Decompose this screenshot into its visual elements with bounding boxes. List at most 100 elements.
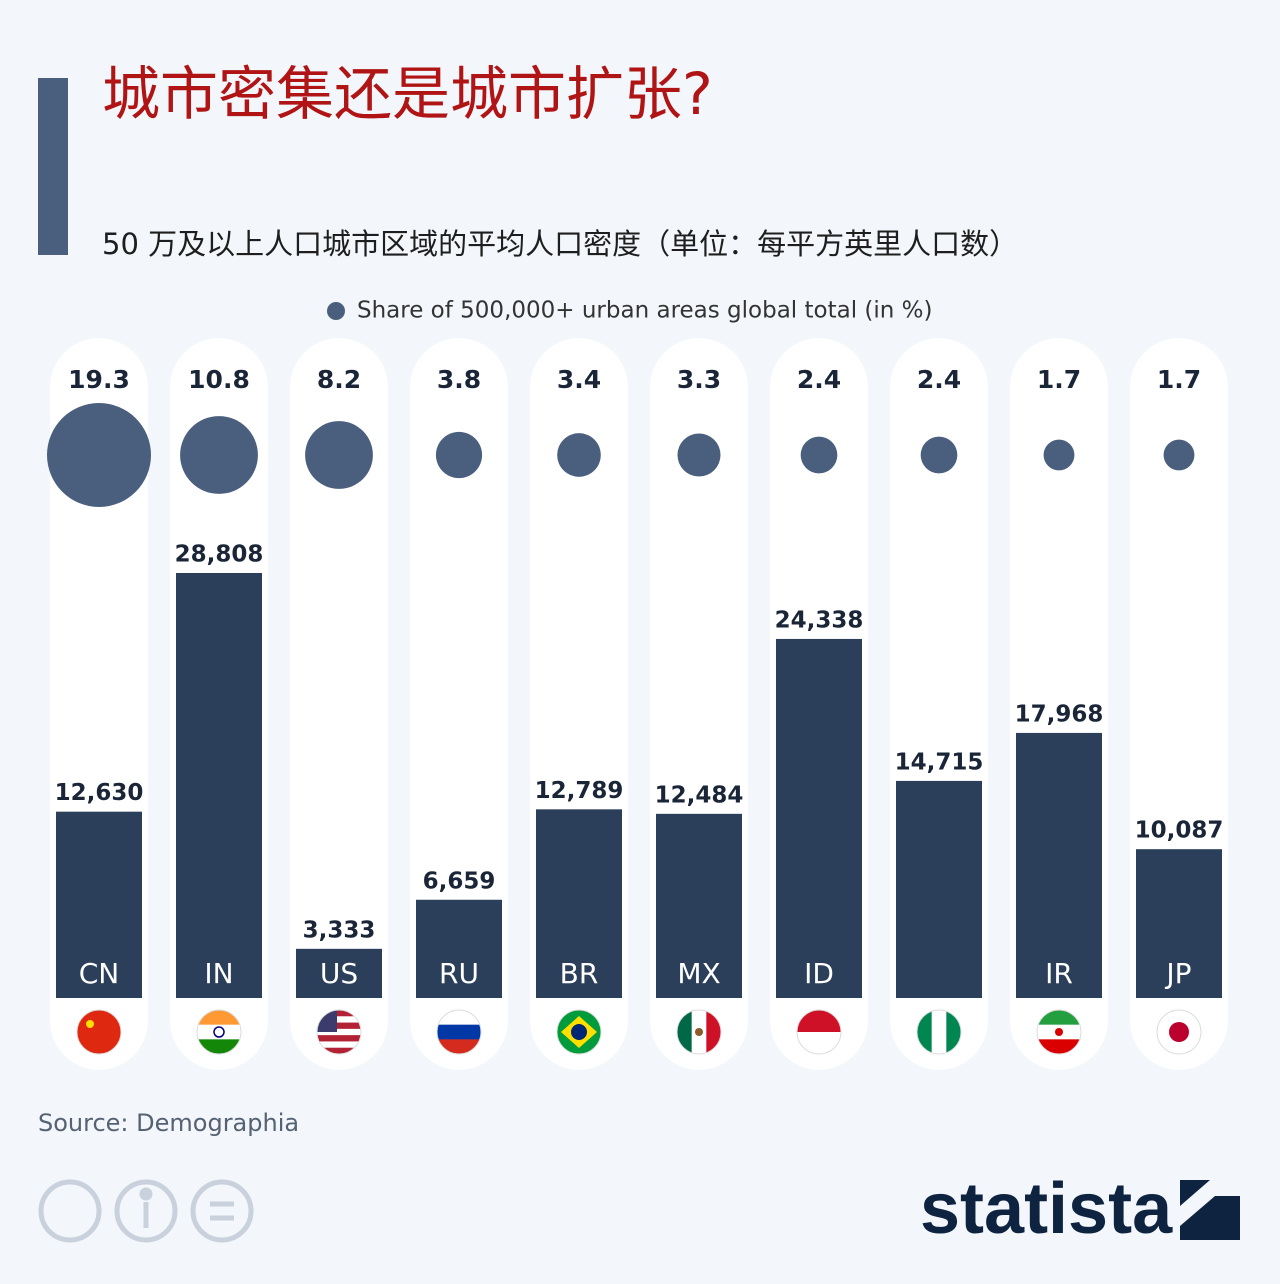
flag-stripe xyxy=(197,1024,241,1040)
flag-rim xyxy=(196,1009,242,1055)
category-label: ID xyxy=(804,957,834,990)
flag xyxy=(1036,1009,1082,1055)
flag-stripe xyxy=(797,1010,841,1033)
flag-star xyxy=(86,1020,94,1028)
bar xyxy=(1136,849,1222,998)
flag-stripe xyxy=(197,1010,241,1026)
flag-emblem xyxy=(695,1028,703,1036)
column-panel xyxy=(290,338,388,1070)
flag-rim xyxy=(1036,1009,1082,1055)
category-label: JP xyxy=(1164,957,1191,990)
value-label: 6,659 xyxy=(423,868,496,894)
flag-stripe xyxy=(917,1010,933,1054)
flag-stripe xyxy=(797,1032,841,1054)
share-label: 3.8 xyxy=(437,365,481,394)
flag-body xyxy=(1037,1010,1081,1054)
value-label: 12,630 xyxy=(55,780,144,806)
value-label: 12,789 xyxy=(535,778,624,804)
flag-stripe xyxy=(317,1028,361,1036)
columns: 19.3 12,630 CN 10.8 28,808 IN 8.2 3,333 US 3.8 6,6… xyxy=(47,338,1228,1070)
flag-rim xyxy=(796,1009,842,1055)
category-label: CN xyxy=(79,957,120,990)
share-label: 1.7 xyxy=(1157,365,1201,394)
flag-emblem xyxy=(1055,1028,1063,1036)
share-label: 2.4 xyxy=(917,365,961,394)
flag-body xyxy=(77,1010,121,1054)
value-label: 3,333 xyxy=(303,917,376,943)
share-label: 1.7 xyxy=(1037,365,1081,394)
share-bubble xyxy=(557,433,601,477)
bar xyxy=(176,573,262,998)
flag-stripe xyxy=(77,1010,121,1054)
share-bubble xyxy=(47,403,151,507)
bar xyxy=(896,780,982,998)
flag-stripe xyxy=(317,1010,361,1017)
flag xyxy=(436,1009,482,1055)
share-bubble xyxy=(180,416,258,494)
share-bubble xyxy=(1043,439,1075,471)
share-label: 10.8 xyxy=(188,365,250,394)
share-label: 8.2 xyxy=(317,365,361,394)
flag-body xyxy=(437,1010,481,1054)
flag-stripe xyxy=(317,1047,361,1054)
share-bubble xyxy=(677,433,721,477)
flag-globe xyxy=(571,1024,587,1040)
bar xyxy=(56,811,142,998)
flag xyxy=(676,1009,722,1055)
flag-stripe xyxy=(317,1041,361,1049)
legend-label: Share of 500,000+ urban areas global tot… xyxy=(357,298,933,324)
flag xyxy=(796,1009,842,1055)
flag xyxy=(196,1009,242,1055)
category-label: IN xyxy=(204,957,233,990)
category-label: RU xyxy=(439,957,479,990)
brand-logo xyxy=(1180,1180,1240,1240)
share-label: 3.4 xyxy=(557,365,601,394)
value-label: 12,484 xyxy=(655,782,744,808)
value-label: 14,715 xyxy=(895,749,984,775)
flag-rim xyxy=(1156,1009,1202,1055)
category-label: BR xyxy=(560,957,599,990)
flag-stripe xyxy=(1037,1039,1081,1054)
flag-body xyxy=(677,1010,721,1054)
value-label: 28,808 xyxy=(175,542,264,568)
flag-stripe xyxy=(437,1039,481,1054)
source: Source: Demographia xyxy=(38,1109,299,1137)
share-bubble xyxy=(435,431,483,479)
category-label: US xyxy=(320,957,358,990)
flag-stripe xyxy=(437,1024,481,1040)
flag-stripe xyxy=(437,1010,481,1026)
flag-rim xyxy=(916,1009,962,1055)
flag-rim xyxy=(436,1009,482,1055)
share-bubble xyxy=(800,436,838,474)
chart-title: 城市密集还是城市扩张? xyxy=(102,60,713,128)
category-label: IR xyxy=(1045,957,1073,990)
flag-body xyxy=(917,1010,961,1054)
flag xyxy=(1156,1009,1202,1055)
flag-stripe xyxy=(677,1010,693,1054)
bar xyxy=(1016,732,1102,998)
accent-bar xyxy=(38,78,68,255)
value-label: 24,338 xyxy=(775,607,864,633)
flag-rim xyxy=(556,1009,602,1055)
flag-sun xyxy=(1169,1022,1189,1042)
share-bubble xyxy=(1163,439,1195,471)
value-label: 10,087 xyxy=(1135,818,1224,844)
bar xyxy=(536,809,622,998)
share-bubble xyxy=(305,421,373,489)
flag-wheel xyxy=(213,1026,225,1038)
flag-body xyxy=(797,1010,841,1054)
flag-rim xyxy=(76,1009,122,1055)
flag-stripe xyxy=(317,1035,361,1042)
share-label: 2.4 xyxy=(797,365,841,394)
license-icons xyxy=(38,1179,254,1243)
flag-rim xyxy=(316,1009,362,1055)
legend-marker xyxy=(327,302,345,320)
flag xyxy=(916,1009,962,1055)
chart-subtitle: 50 万及以上人口城市区域的平均人口密度（单位：每平方英里人口数） xyxy=(102,227,1018,261)
flag-stripe xyxy=(317,1022,361,1030)
column-panel xyxy=(410,338,508,1070)
flag-body xyxy=(1157,1010,1201,1054)
flag-stripe xyxy=(946,1010,961,1054)
flag-body xyxy=(197,1010,241,1054)
